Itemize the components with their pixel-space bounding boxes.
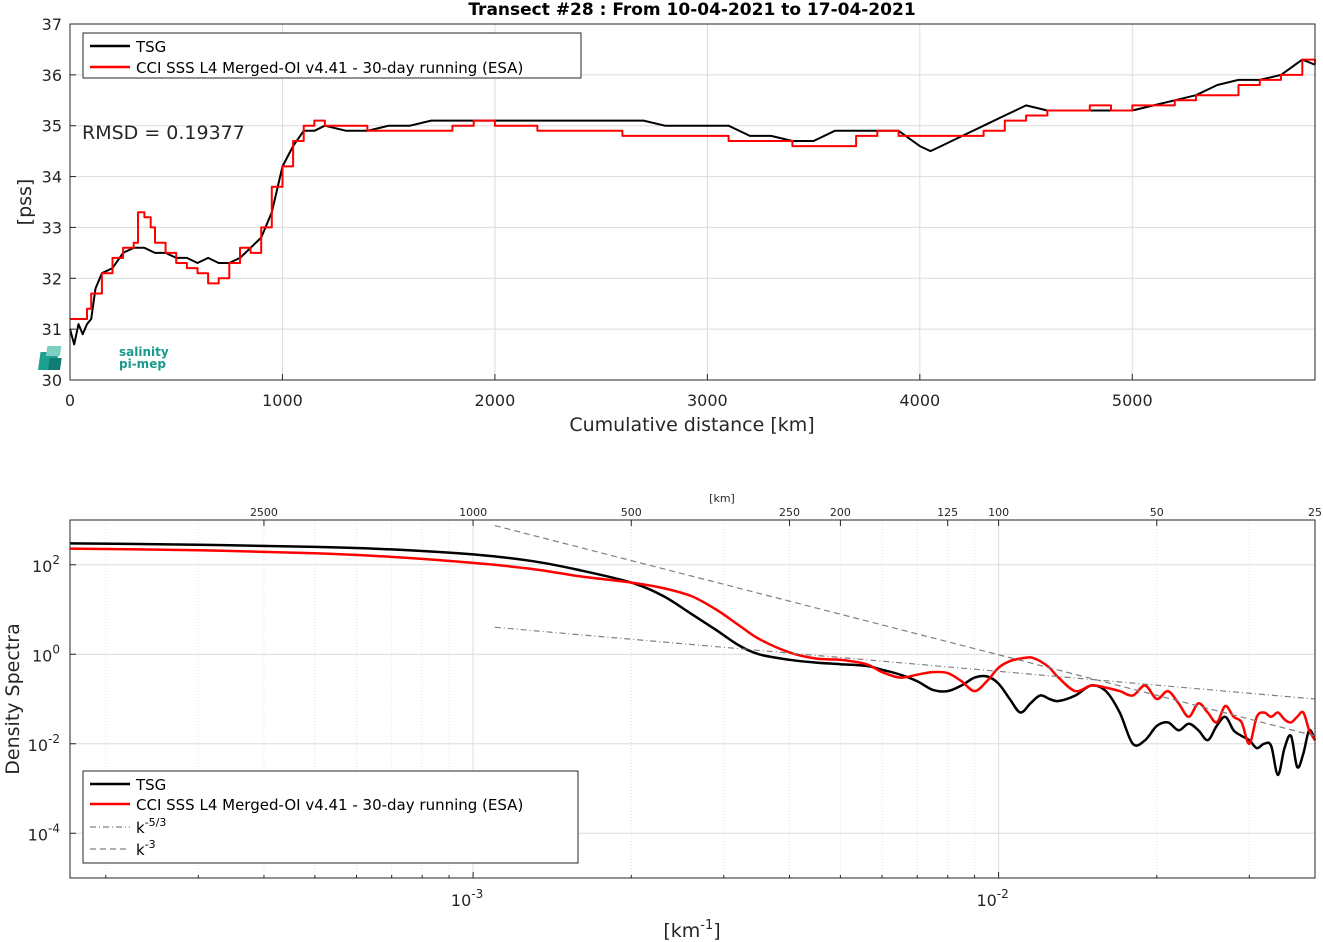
bottom-y-tick-label: 10-2 [28, 732, 60, 755]
legend-label-tsg: TSG [135, 38, 166, 56]
bottom-x-tick-label: 10-2 [976, 887, 1008, 910]
legend-label-cci: CCI SSS L4 Merged-OI v4.41 - 30-day runn… [136, 59, 523, 77]
top-y-tick-label: 33 [42, 218, 62, 237]
bottom-y-tick-label: 100 [32, 642, 60, 665]
rmsd-annotation: RMSD = 0.19377 [82, 122, 245, 144]
top-km-tick-label: 50 [1150, 506, 1164, 519]
tsg-series-line [69, 58, 1316, 346]
top-y-tick-label: 32 [42, 269, 62, 288]
top-x-tick-label: 1000 [262, 391, 303, 410]
chart-title: Transect #28 : From 10-04-2021 to 17-04-… [468, 0, 915, 20]
top-km-tick-label: 100 [988, 506, 1009, 519]
k53-reference-line [494, 626, 1316, 700]
legend2-label-cci: CCI SSS L4 Merged-OI v4.41 - 30-day runn… [136, 796, 523, 814]
top-legend: TSG CCI SSS L4 Merged-OI v4.41 - 30-day … [82, 32, 582, 79]
top-x-tick-label: 0 [65, 391, 75, 410]
cci-spectrum-line [69, 547, 1317, 746]
top-axes-box [69, 23, 1316, 381]
top-y-tick-label: 34 [42, 168, 62, 187]
salinity-logo: salinity pi-mep [37, 345, 169, 371]
top-km-tick-label: 125 [937, 506, 958, 519]
top-km-tick-label: 250 [779, 506, 800, 519]
top-km-tick-label: 500 [621, 506, 642, 519]
cci-series-line [70, 58, 1316, 320]
top-km-axis-label: [km] [709, 492, 735, 505]
logo-line2: pi-mep [119, 357, 166, 371]
top-x-axis-label: Cumulative distance [km] [569, 414, 814, 436]
salinity-chart: Transect #28 : From 10-04-2021 to 17-04-… [14, 0, 1316, 436]
top-x-tick-label: 2000 [475, 391, 516, 410]
top-x-tick-label: 4000 [899, 391, 940, 410]
logo-line1: salinity [119, 345, 169, 359]
top-series [69, 58, 1316, 346]
top-y-tick-label: 37 [42, 15, 62, 34]
bottom-x-tick-label: 10-3 [451, 887, 483, 910]
top-x-tick-label: 3000 [687, 391, 728, 410]
top-km-tick-label: 2500 [250, 506, 278, 519]
top-km-tick-label: 25 [1308, 506, 1322, 519]
top-y-tick-label: 36 [42, 66, 62, 85]
bottom-y-tick-label: 102 [32, 553, 60, 576]
top-y-axis-label: [pss] [14, 179, 36, 226]
bottom-axes-box [69, 519, 1316, 879]
bottom-x-axis-label: [km-1] [663, 918, 720, 942]
legend2-label-tsg: TSG [135, 776, 166, 794]
top-y-tick-label: 31 [42, 320, 62, 339]
top-km-tick-label: 200 [830, 506, 851, 519]
spectra-chart: 10-4 10-2 100 102 10-3 10-2 2500 1000 500 250 200 1… [2, 492, 1322, 942]
bottom-y-axis-label: Density Spectra [2, 623, 24, 774]
top-y-tick-label: 35 [42, 117, 62, 136]
top-grid [69, 23, 1315, 381]
logo-icon [37, 346, 62, 370]
bottom-legend: TSG CCI SSS L4 Merged-OI v4.41 - 30-day … [82, 770, 579, 864]
top-tick-labels: 0 1000 2000 3000 4000 5000 30 31 32 33 34 35 36 37 [42, 15, 1153, 410]
top-y-tick-label: 30 [42, 371, 62, 390]
top-x-tick-label: 5000 [1112, 391, 1153, 410]
tsg-spectrum-line [69, 542, 1317, 777]
top-km-tick-label: 1000 [459, 506, 487, 519]
k3-reference-line [494, 525, 1316, 737]
bottom-series [69, 525, 1317, 777]
bottom-y-tick-label: 10-4 [28, 821, 60, 844]
